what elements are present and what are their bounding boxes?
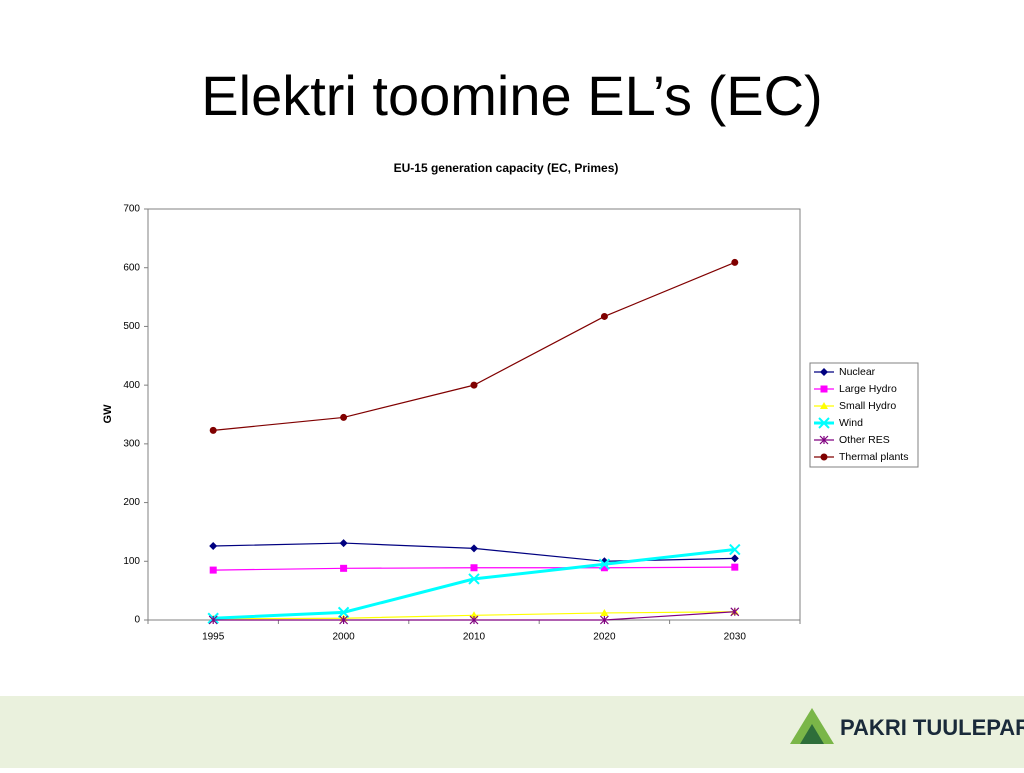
legend-box (809, 362, 919, 468)
marker (600, 608, 609, 616)
marker (470, 381, 478, 389)
legend-label: Nuclear (839, 366, 876, 378)
legend-label: Thermal plants (839, 451, 908, 463)
y-tick-label: 300 (123, 438, 140, 449)
logo-text: PAKRI TUULEPARK (840, 715, 1024, 740)
logo-mark-inner (800, 724, 824, 744)
x-tick-label: 2020 (593, 632, 616, 643)
x-tick-label: 2010 (463, 632, 486, 643)
marker (209, 566, 217, 574)
marker (209, 426, 217, 434)
marker (600, 312, 608, 320)
marker (340, 413, 348, 421)
x-tick-label: 2000 (332, 632, 355, 643)
marker (730, 554, 739, 563)
legend-label: Other RES (839, 434, 890, 446)
marker (731, 563, 739, 571)
marker (468, 573, 480, 585)
y-tick-label: 700 (123, 204, 140, 215)
chart-title: EU-15 generation capacity (EC, Primes) (394, 161, 619, 175)
marker (470, 564, 478, 572)
slide-title: Elektri toomine EL’s (EC) (201, 64, 822, 127)
legend-marker (820, 402, 828, 409)
x-tick-label: 1995 (202, 632, 225, 643)
series (209, 563, 739, 574)
marker (599, 615, 609, 625)
legend-label: Wind (839, 417, 863, 429)
legend-marker (820, 385, 828, 393)
y-axis-label: GW (102, 404, 114, 424)
legend-marker (820, 453, 828, 461)
footer-band (0, 696, 1024, 768)
marker (470, 611, 478, 619)
marker (339, 539, 348, 548)
logo: PAKRI TUULEPARK (790, 708, 1024, 744)
legend-marker (820, 368, 828, 376)
legend-label: Large Hydro (839, 383, 897, 395)
legend-marker (819, 435, 829, 445)
marker (469, 615, 479, 625)
marker (598, 558, 611, 570)
x-tick-label: 2030 (724, 632, 747, 643)
marker (470, 544, 478, 553)
marker (209, 542, 218, 551)
marker (731, 258, 739, 266)
series (208, 607, 740, 625)
marker (340, 564, 348, 572)
y-tick-label: 200 (123, 497, 140, 508)
y-tick-label: 100 (123, 556, 140, 567)
legend-label: Small Hydro (839, 400, 896, 412)
y-tick-label: 500 (123, 321, 140, 332)
y-tick-label: 0 (134, 615, 140, 626)
marker (208, 615, 218, 625)
marker (337, 606, 350, 619)
marker (600, 564, 608, 572)
series (209, 258, 739, 434)
legend-marker (818, 417, 830, 429)
marker (339, 615, 349, 625)
marker (730, 607, 740, 617)
marker (729, 543, 741, 556)
y-tick-label: 600 (123, 262, 140, 273)
y-tick-label: 400 (123, 380, 140, 391)
